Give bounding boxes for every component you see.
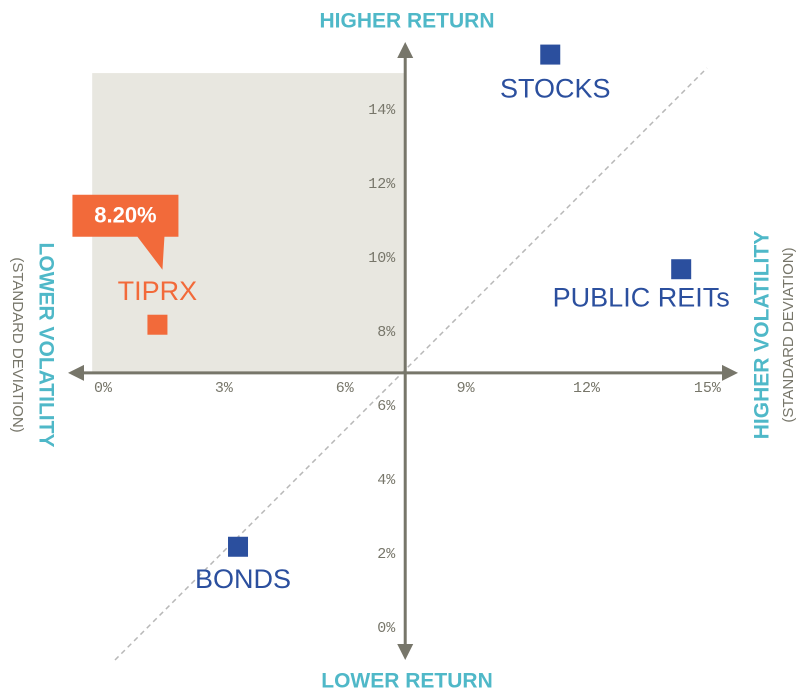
right-sublabel: (STANDARD DEVIATION) — [780, 247, 796, 422]
x-tick-label: 9% — [457, 380, 476, 397]
y-tick-label: 14% — [368, 102, 396, 119]
y-tick-label: 12% — [368, 176, 396, 193]
x-tick-label: 6% — [336, 380, 355, 397]
point-label: PUBLIC REITs — [553, 282, 730, 312]
point — [671, 259, 692, 280]
value-label: 8.20% — [94, 203, 156, 228]
point — [540, 44, 561, 65]
bottom-label: LOWER RETURN — [321, 670, 493, 692]
x-tick-label: 0% — [94, 380, 113, 397]
callout — [72, 194, 179, 270]
y-tick-label: 0% — [377, 620, 396, 637]
y-tick-label: 10% — [368, 250, 396, 267]
y-tick-label: 2% — [377, 546, 396, 563]
y-tick-label: 4% — [377, 472, 396, 489]
left-label: LOWER VOLATILITY — [34, 243, 57, 448]
arrow — [722, 364, 738, 381]
point-label: STOCKS — [500, 74, 611, 104]
x-tick-label: 12% — [573, 380, 601, 397]
y-tick-label: 8% — [377, 324, 396, 341]
right-label: HIGHER VOLATILITY — [751, 231, 774, 439]
point — [228, 536, 249, 557]
x-tick-label: 15% — [694, 380, 722, 397]
y-tick-label: 6% — [377, 398, 396, 415]
point-label: TIPRX — [118, 276, 198, 306]
arrow — [397, 644, 414, 660]
point-label: BONDS — [195, 564, 291, 594]
top-label: HIGHER RETURN — [319, 10, 494, 33]
point — [147, 314, 168, 335]
arrow — [68, 364, 84, 381]
diagonal — [114, 67, 708, 661]
left-sublabel: (STANDARD DEVIATION) — [9, 257, 26, 432]
x-tick-label: 3% — [215, 380, 234, 397]
arrow — [397, 42, 414, 58]
